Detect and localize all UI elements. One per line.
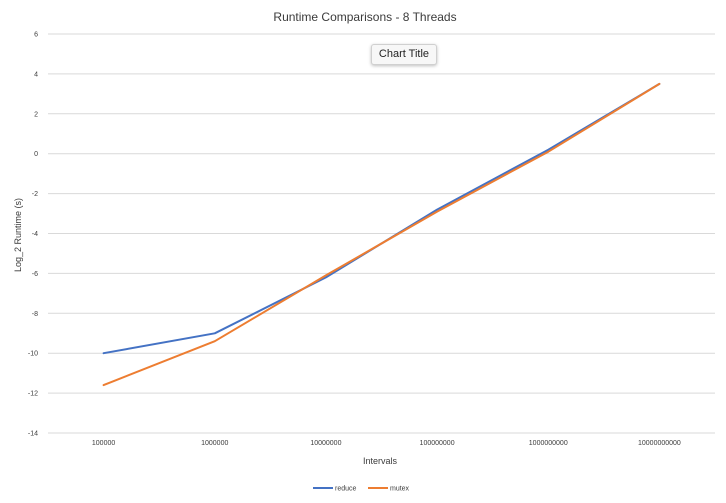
y-tick-label: 6 xyxy=(34,32,38,39)
x-tick-label: 100000 xyxy=(92,440,115,447)
legend-label-reduce: reduce xyxy=(335,486,357,493)
y-tick-label: -10 xyxy=(28,351,38,358)
y-tick-label: -14 xyxy=(28,431,38,438)
x-tick-label: 1000000000 xyxy=(529,440,568,447)
y-tick-label: 4 xyxy=(34,71,38,78)
x-tick-label: 10000000000 xyxy=(638,440,681,447)
x-tick-label: 1000000 xyxy=(201,440,228,447)
y-axis-ticks: 6 4 2 0 -2 -4 -6 -8 -10 -12 -14 xyxy=(28,32,38,438)
series-line-mutex xyxy=(102,82,661,387)
legend[interactable]: reduce mutex xyxy=(313,486,410,493)
chart-title: Runtime Comparisons - 8 Threads xyxy=(273,10,456,24)
x-axis-ticks: 100000 1000000 10000000 100000000 1000000000… xyxy=(92,440,681,447)
x-axis-title: Intervals xyxy=(363,456,398,466)
y-tick-label: -2 xyxy=(32,191,38,198)
y-tick-label: -4 xyxy=(32,231,38,238)
series-lines xyxy=(102,82,661,387)
x-tick-label: 10000000 xyxy=(310,440,341,447)
y-tick-label: -12 xyxy=(28,391,38,398)
gridlines xyxy=(48,33,715,434)
y-tick-label: 0 xyxy=(34,151,38,158)
y-tick-label: -8 xyxy=(32,311,38,318)
x-tick-label: 100000000 xyxy=(420,440,455,447)
y-tick-label: 2 xyxy=(34,111,38,118)
y-tick-label: -6 xyxy=(32,271,38,278)
y-axis-title: Log_2 Runtime (s) xyxy=(13,198,23,272)
legend-label-mutex: mutex xyxy=(390,486,410,493)
floating-chart-title-box[interactable]: Chart Title xyxy=(371,44,437,65)
